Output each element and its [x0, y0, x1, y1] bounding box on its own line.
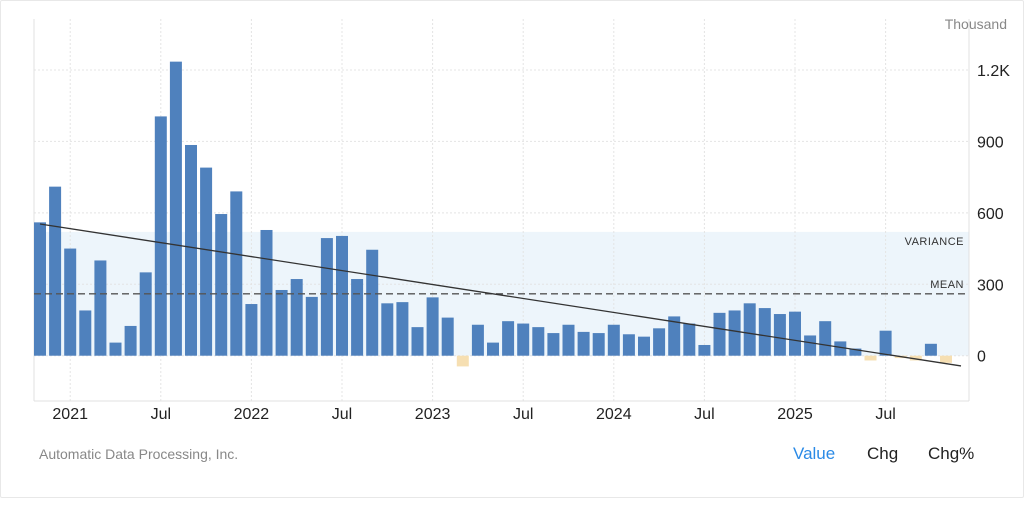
- bar: [426, 297, 439, 356]
- bar: [804, 335, 817, 356]
- bar: [34, 222, 46, 356]
- bar: [290, 279, 303, 356]
- bar: [683, 323, 696, 356]
- y-tick-label: 300: [977, 277, 1004, 294]
- bar: [789, 311, 801, 356]
- bar: [653, 328, 666, 356]
- bar: [245, 304, 258, 356]
- bar: [336, 235, 348, 356]
- bar: [200, 167, 213, 356]
- trend-line: [39, 223, 962, 367]
- bar: [396, 302, 409, 356]
- bar: [305, 296, 318, 356]
- bar: [230, 191, 243, 356]
- bar: [366, 249, 379, 356]
- bar: [381, 303, 394, 356]
- bar: [592, 333, 605, 356]
- bar: [471, 324, 484, 356]
- bar: [49, 186, 62, 356]
- x-tick-label: 2024: [596, 406, 632, 423]
- bar: [456, 355, 469, 367]
- x-tick-label: Jul: [875, 406, 895, 423]
- bar: [351, 279, 364, 356]
- bar: [864, 355, 877, 361]
- x-tick-label: Jul: [694, 406, 714, 423]
- bar: [940, 355, 952, 363]
- x-tick-label: 2023: [415, 406, 451, 423]
- tab-chg-percent[interactable]: Chg%: [928, 444, 975, 463]
- bar: [758, 308, 771, 356]
- x-tick-label: Jul: [332, 406, 352, 423]
- bar: [879, 330, 892, 356]
- unit-label: Thousand: [944, 16, 1007, 32]
- bar: [109, 342, 122, 356]
- bar: [64, 248, 77, 356]
- bar: [94, 260, 107, 356]
- x-tick-label: Jul: [151, 406, 171, 423]
- mean-label: MEAN: [930, 279, 964, 291]
- bar: [547, 333, 560, 356]
- bar: [517, 323, 530, 356]
- bar: [909, 355, 922, 361]
- bar: [139, 272, 152, 356]
- bar: [79, 310, 92, 356]
- x-tick-label: 2025: [777, 406, 813, 423]
- bar: [638, 336, 650, 356]
- bar: [502, 321, 515, 356]
- tab-chg[interactable]: Chg: [867, 444, 899, 463]
- bar: [562, 324, 575, 356]
- bar: [487, 342, 499, 356]
- x-tick-label: Jul: [513, 406, 533, 423]
- bar: [773, 314, 786, 356]
- bar: [260, 229, 273, 356]
- tab-value[interactable]: Value: [793, 444, 836, 463]
- bar: [698, 344, 711, 356]
- y-tick-label: 1.2K: [977, 63, 1010, 80]
- bar: [441, 317, 454, 356]
- y-tick-label: 0: [977, 349, 986, 366]
- y-tick-label: 600: [977, 206, 1004, 223]
- variance-label: VARIANCE: [905, 236, 964, 248]
- x-tick-label: 2021: [52, 406, 88, 423]
- bar: [169, 61, 182, 356]
- bar: [124, 325, 137, 356]
- bar: [154, 116, 167, 356]
- bar: [924, 343, 937, 356]
- bar: [607, 324, 620, 356]
- bar: [834, 341, 847, 356]
- bar: [275, 289, 288, 356]
- bar: [743, 303, 756, 356]
- bar: [713, 312, 726, 356]
- bar: [185, 144, 197, 356]
- bar: [622, 334, 635, 356]
- bar: [532, 327, 545, 356]
- bar: [819, 321, 832, 356]
- y-tick-label: 900: [977, 134, 1004, 151]
- bar: [577, 331, 590, 356]
- source-label: Automatic Data Processing, Inc.: [39, 446, 239, 462]
- bar: [849, 348, 862, 356]
- bar: [728, 310, 741, 356]
- bar: [215, 214, 228, 356]
- bar: [668, 316, 681, 356]
- bar: [411, 327, 424, 356]
- bar: [320, 238, 333, 356]
- x-tick-label: 2022: [234, 406, 270, 423]
